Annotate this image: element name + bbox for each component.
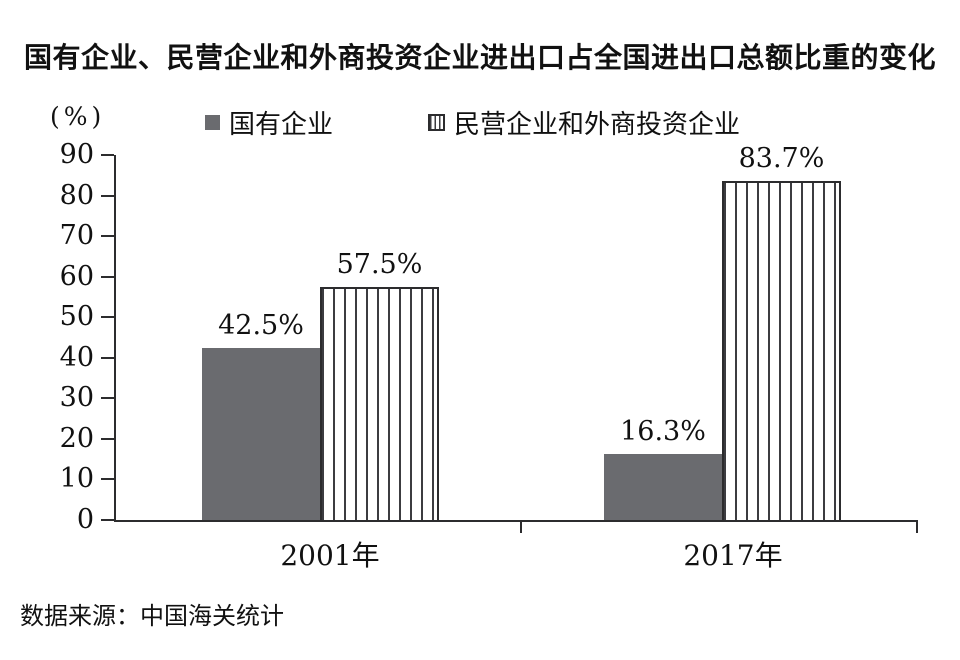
legend-label-private-foreign: 民营企业和外商投资企业: [454, 110, 741, 140]
bar-value-label: 57.5%: [336, 248, 423, 280]
y-tick: [101, 519, 114, 521]
legend-solid-swatch-icon: [205, 115, 220, 130]
source-note: 数据来源：中国海关统计: [20, 602, 284, 630]
y-axis-unit-label: (%): [50, 102, 106, 131]
bar-value-label: 83.7%: [738, 142, 825, 174]
chart-title: 国有企业、民营企业和外商投资企业进出口占全国进出口总额比重的变化: [23, 42, 936, 73]
y-tick: [101, 437, 114, 440]
x-tick: [916, 520, 918, 533]
y-tick-label: 20: [59, 422, 94, 454]
x-tick: [520, 520, 522, 533]
y-tick-label: 40: [59, 341, 94, 373]
bar-value-label: 16.3%: [620, 415, 706, 447]
legend-item-state-owned: 国有企业: [205, 104, 333, 141]
y-tick: [101, 316, 114, 319]
bar-solid-2017年: [604, 453, 722, 520]
x-category-label: 2001年: [280, 539, 380, 572]
y-tick-label: 0: [76, 504, 94, 535]
y-tick: [101, 478, 114, 481]
plot-area: 0 10 20 30 40 50 60 70 80 90 42.5% 57.5% 16.3% 83.7% 2…: [60, 139, 918, 572]
bar-striped-2017年: [722, 180, 841, 520]
bar-value-label: 42.5%: [218, 309, 304, 341]
y-tick-label: 90: [59, 139, 94, 170]
y-tick-label: 60: [59, 260, 94, 292]
x-category-label: 2017年: [683, 539, 783, 572]
bar-solid-2001年: [202, 347, 320, 520]
y-tick: [101, 356, 114, 359]
bar-striped-2001年: [320, 286, 439, 520]
legend-label-state-owned: 国有企业: [229, 110, 334, 140]
y-tick: [101, 154, 114, 156]
y-tick-label: 10: [59, 463, 94, 495]
y-tick: [101, 235, 114, 238]
legend-item-private-foreign: 民营企业和外商投资企业: [428, 104, 740, 141]
y-tick-label: 30: [59, 382, 94, 414]
y-tick-label: 70: [59, 220, 94, 252]
y-tick-label: 50: [59, 301, 94, 333]
y-tick: [101, 194, 114, 197]
y-tick: [101, 275, 114, 278]
legend-striped-swatch-icon: [428, 114, 445, 131]
y-tick-label: 80: [59, 179, 94, 211]
y-tick: [101, 397, 114, 400]
